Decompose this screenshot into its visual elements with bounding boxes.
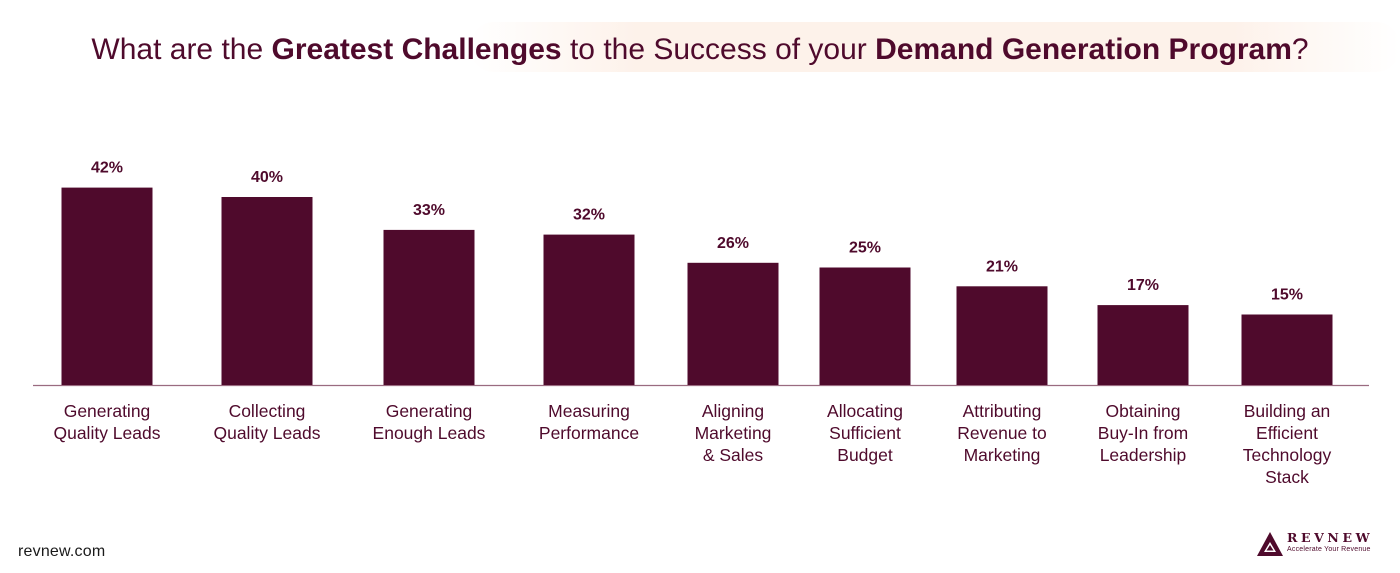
value-label-3: 32% — [573, 207, 605, 224]
category-label-line: & Sales — [703, 445, 764, 465]
bar-5 — [819, 267, 911, 385]
category-label-4: Aligning Marketing & Sales — [695, 401, 772, 465]
title-highlight — [470, 22, 1400, 72]
value-label-7: 17% — [1127, 277, 1159, 294]
category-label-line: Performance — [539, 423, 639, 443]
category-label-line: Marketing — [964, 445, 1041, 465]
bar-6 — [956, 286, 1048, 385]
category-label-line: Revenue to — [957, 423, 1047, 443]
category-label-line: Efficient — [1256, 423, 1318, 443]
value-label-1: 40% — [251, 169, 283, 186]
category-label-line: Measuring — [548, 401, 630, 421]
category-label-line: Quality Leads — [53, 423, 160, 443]
category-label-line: Marketing — [695, 423, 772, 443]
category-label-line: Budget — [837, 445, 893, 465]
category-label-line: Stack — [1265, 467, 1309, 487]
logo-wordmark: REVNEW — [1287, 530, 1374, 545]
category-label-line: Enough Leads — [373, 423, 486, 443]
bar-0 — [61, 187, 153, 385]
title-bold-2: Demand Generation Program — [875, 33, 1292, 66]
value-label-0: 42% — [91, 160, 123, 177]
logo-mountain-icon — [1257, 532, 1283, 556]
bar-8 — [1241, 314, 1333, 385]
value-label-8: 15% — [1271, 287, 1303, 304]
category-label-2: Generating Enough Leads — [373, 401, 486, 443]
category-label-line: Buy-In from — [1098, 423, 1188, 443]
category-label-3: Measuring Performance — [539, 401, 639, 443]
bar-7 — [1097, 305, 1189, 385]
category-label-line: Attributing — [963, 401, 1042, 421]
category-label-line: Building an — [1244, 401, 1331, 421]
bar-4 — [687, 262, 779, 385]
category-label-line: Sufficient — [829, 423, 901, 443]
category-label-line: Allocating — [827, 401, 903, 421]
value-label-2: 33% — [413, 202, 445, 219]
category-label-line: Quality Leads — [213, 423, 320, 443]
logo-tagline: Accelerate Your Revenue — [1287, 546, 1371, 553]
category-label-line: Obtaining — [1106, 401, 1181, 421]
category-label-line: Generating — [64, 401, 151, 421]
title-part-1: What are the — [91, 33, 272, 66]
bar-2 — [383, 229, 475, 385]
category-label-0: Generating Quality Leads — [53, 401, 160, 443]
bar-1 — [221, 197, 313, 385]
value-label-4: 26% — [717, 235, 749, 252]
category-label-6: Attributing Revenue to Marketing — [957, 401, 1047, 465]
revnew-logo: REVNEW Accelerate Your Revenue — [1256, 528, 1388, 562]
chart-title: What are the Greatest Challenges to the … — [0, 30, 1400, 70]
category-label-line: Aligning — [702, 401, 764, 421]
value-label-6: 21% — [986, 258, 1018, 275]
value-label-5: 25% — [849, 240, 881, 257]
bar-3 — [543, 234, 635, 385]
category-label-line: Generating — [386, 401, 473, 421]
category-label-line: Leadership — [1100, 445, 1187, 465]
category-label-5: Allocating Sufficient Budget — [827, 401, 903, 465]
category-label-8: Building an Efficient Technology Stack — [1243, 401, 1332, 487]
title-part-2: to the Success of your — [561, 33, 876, 66]
site-url: revnew.com — [18, 543, 106, 560]
category-label-line: Technology — [1243, 445, 1332, 465]
title-part-3: ? — [1291, 33, 1309, 66]
category-label-1: Collecting Quality Leads — [213, 401, 320, 443]
title-bold-1: Greatest Challenges — [271, 33, 562, 66]
category-label-line: Collecting — [229, 401, 306, 421]
category-label-7: Obtaining Buy-In from Leadership — [1098, 401, 1188, 465]
